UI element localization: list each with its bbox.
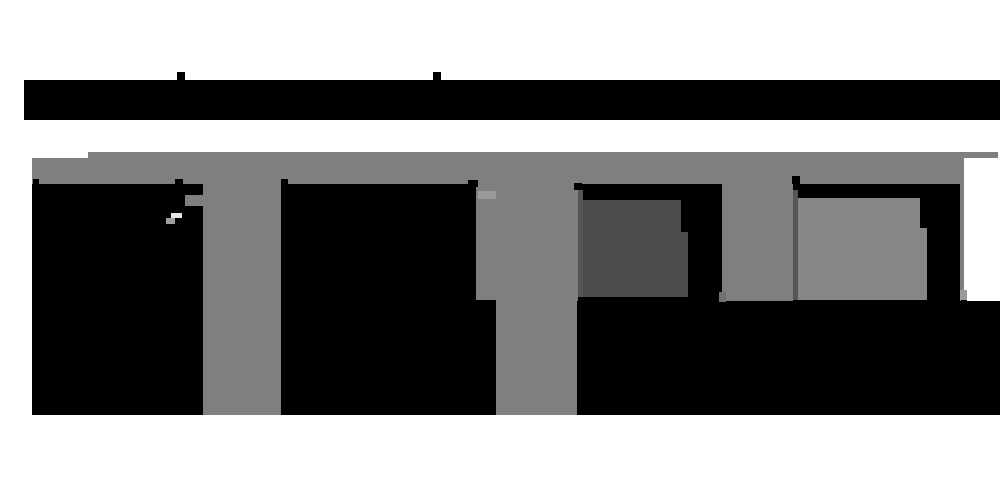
bottom-band[interactable] [577,301,1000,415]
card-dark-corner-tick [574,183,582,190]
card-dark-bottom-tick [719,292,726,302]
card-dark-fill [583,200,681,297]
panel-left-notch [185,195,203,206]
panel-left[interactable] [32,184,203,415]
card-dark-fill-step [681,232,688,297]
panel-center-extension [476,300,496,415]
card-light-corner-tick [792,176,800,184]
card-light-fill [798,198,920,300]
card-light-bottom-dot [961,300,967,306]
panel-left-tick-b [175,179,183,185]
header-handle-tick-right [433,72,441,80]
card-light-bottom-tick [960,290,967,300]
panel-center-tick-a [281,179,288,185]
card-light-left-edge [793,190,798,300]
panel-center-highlight [478,191,496,199]
header-band [24,80,1000,120]
panel-left-glyph-dot [166,218,175,224]
panel-center[interactable] [281,184,476,415]
panel-left-tick-a [33,179,39,185]
card-light-fill-step [920,228,927,300]
panel-center-tick-b [468,180,478,187]
toolbar-strip [88,152,998,158]
header-handle-tick-left [177,72,185,80]
panel-left-glyph-dash [171,213,182,218]
card-dark-left-edge [578,190,583,297]
